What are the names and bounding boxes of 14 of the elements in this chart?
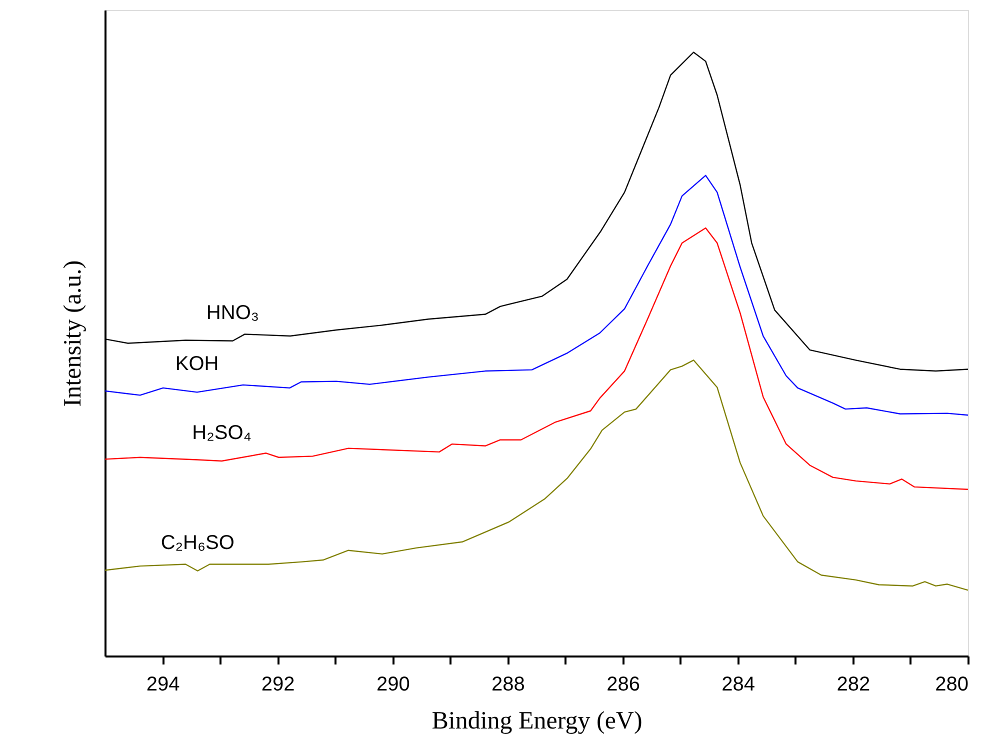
x-tick-label: 284 [722, 674, 756, 696]
series-label: HNO₃ [206, 302, 260, 324]
x-tick-label: 294 [146, 674, 180, 696]
y-axis-title: Intensity (a.u.) [60, 260, 86, 407]
x-tick-label: 286 [606, 674, 640, 696]
x-tick-label: 280 [935, 674, 968, 696]
series-label: C₂H₆SO [160, 532, 234, 554]
x-tick-label: 292 [261, 674, 295, 696]
x-tick-label: 288 [492, 674, 525, 696]
series-label: KOH [175, 353, 219, 376]
x-axis-title: Binding Energy (eV) [432, 708, 642, 734]
x-tick-label: 290 [376, 674, 410, 696]
series-label: H₂SO₄ [192, 422, 252, 444]
x-tick-label: 282 [836, 674, 870, 696]
